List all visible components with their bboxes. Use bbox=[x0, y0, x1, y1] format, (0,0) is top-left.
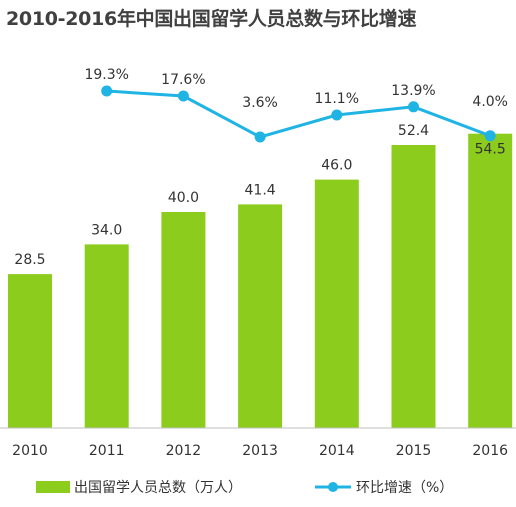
bars-layer: 28.5 34.0 40.0 41.4 46.0 52.4 54.5 bbox=[8, 123, 513, 428]
x-tick-2016: 2016 bbox=[472, 443, 508, 459]
bar-2014 bbox=[314, 179, 359, 428]
growth-point-2012 bbox=[177, 90, 189, 102]
x-tick-2013: 2013 bbox=[242, 443, 278, 459]
bar-2013 bbox=[238, 204, 283, 428]
growth-label-2012: 17.6% bbox=[161, 72, 205, 88]
bar-value-label-2013: 41.4 bbox=[245, 182, 276, 198]
chart-title: 2010-2016年中国出国留学人员总数与环比增速 bbox=[6, 8, 417, 30]
ticks-layer: 2010 2011 2012 2013 2014 2015 2016 bbox=[12, 443, 508, 459]
x-tick-2012: 2012 bbox=[166, 443, 202, 459]
bar-value-label-2011: 34.0 bbox=[91, 222, 122, 238]
legend-bar-swatch bbox=[36, 481, 70, 493]
growth-point-2016 bbox=[484, 130, 496, 142]
line-layer: 19.3% 17.6% 3.6% 11.1% 13.9% 4.0% bbox=[84, 67, 508, 143]
x-tick-2014: 2014 bbox=[319, 443, 355, 459]
bar-value-label-2015: 52.4 bbox=[398, 123, 429, 139]
legend-bar-label: 出国留学人员总数（万人） bbox=[74, 480, 242, 496]
growth-label-2011: 19.3% bbox=[84, 67, 128, 83]
x-tick-2015: 2015 bbox=[396, 443, 432, 459]
growth-label-2013: 3.6% bbox=[242, 95, 278, 111]
growth-point-2014 bbox=[331, 109, 343, 121]
bar-2015 bbox=[391, 145, 436, 428]
growth-point-2013 bbox=[254, 131, 266, 143]
x-tick-2011: 2011 bbox=[89, 443, 125, 459]
x-tick-2010: 2010 bbox=[12, 443, 48, 459]
bar-2011 bbox=[84, 244, 129, 428]
bar-2012 bbox=[161, 212, 206, 428]
growth-label-2016: 4.0% bbox=[472, 94, 508, 110]
growth-label-2015: 13.9% bbox=[391, 83, 435, 99]
bar-2010 bbox=[8, 274, 52, 428]
growth-point-2015 bbox=[408, 101, 419, 113]
legend: 出国留学人员总数（万人） 环比增速（%） bbox=[36, 480, 453, 496]
legend-line-marker bbox=[328, 482, 338, 492]
bar-2016 bbox=[468, 133, 513, 428]
legend-line-label: 环比增速（%） bbox=[356, 480, 453, 496]
growth-point-2011 bbox=[101, 85, 113, 97]
bar-value-label-2014: 46.0 bbox=[321, 158, 352, 174]
growth-rate-line bbox=[106, 89, 491, 139]
bar-value-label-2016: 54.5 bbox=[475, 142, 506, 158]
bar-value-label-2012: 40.0 bbox=[168, 190, 199, 206]
growth-label-2014: 11.1% bbox=[315, 91, 359, 107]
bar-value-label-2010: 28.5 bbox=[14, 252, 45, 268]
